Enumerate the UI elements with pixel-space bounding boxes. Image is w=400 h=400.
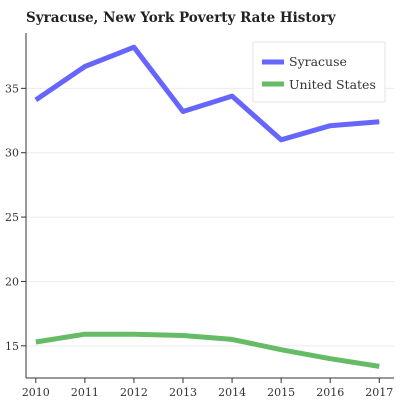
series-line-syracuse bbox=[34, 44, 380, 143]
chart-title: Syracuse, New York Poverty Rate History bbox=[26, 10, 336, 26]
x-tick-label: 2010 bbox=[22, 386, 50, 399]
series-lines bbox=[34, 44, 380, 369]
legend-label-united-states: United States bbox=[289, 77, 376, 92]
x-tick-label: 2011 bbox=[71, 386, 99, 399]
legend: Syracuse United States bbox=[252, 41, 386, 103]
x-tick-label: 2014 bbox=[218, 386, 246, 399]
legend-box bbox=[252, 41, 386, 103]
legend-label-syracuse: Syracuse bbox=[289, 54, 347, 69]
x-tick-label: 2015 bbox=[267, 386, 295, 399]
y-tick-label: 30 bbox=[5, 147, 19, 160]
x-tick-label: 2016 bbox=[316, 386, 344, 399]
y-tick-label: 20 bbox=[5, 275, 19, 288]
y-tick-label: 35 bbox=[5, 82, 19, 95]
x-tick-label: 2013 bbox=[169, 386, 197, 399]
x-tick-label: 2012 bbox=[120, 386, 148, 399]
x-tick-label: 2017 bbox=[365, 386, 393, 399]
x-axis-ticks: 2010 2011 2012 2013 2014 2015 2016 2017 bbox=[22, 378, 393, 399]
y-tick-label: 25 bbox=[5, 211, 19, 224]
series-line-united-states bbox=[35, 331, 380, 369]
y-axis-ticks: 15 20 25 30 35 bbox=[5, 82, 26, 353]
y-tick-label: 15 bbox=[5, 340, 19, 353]
